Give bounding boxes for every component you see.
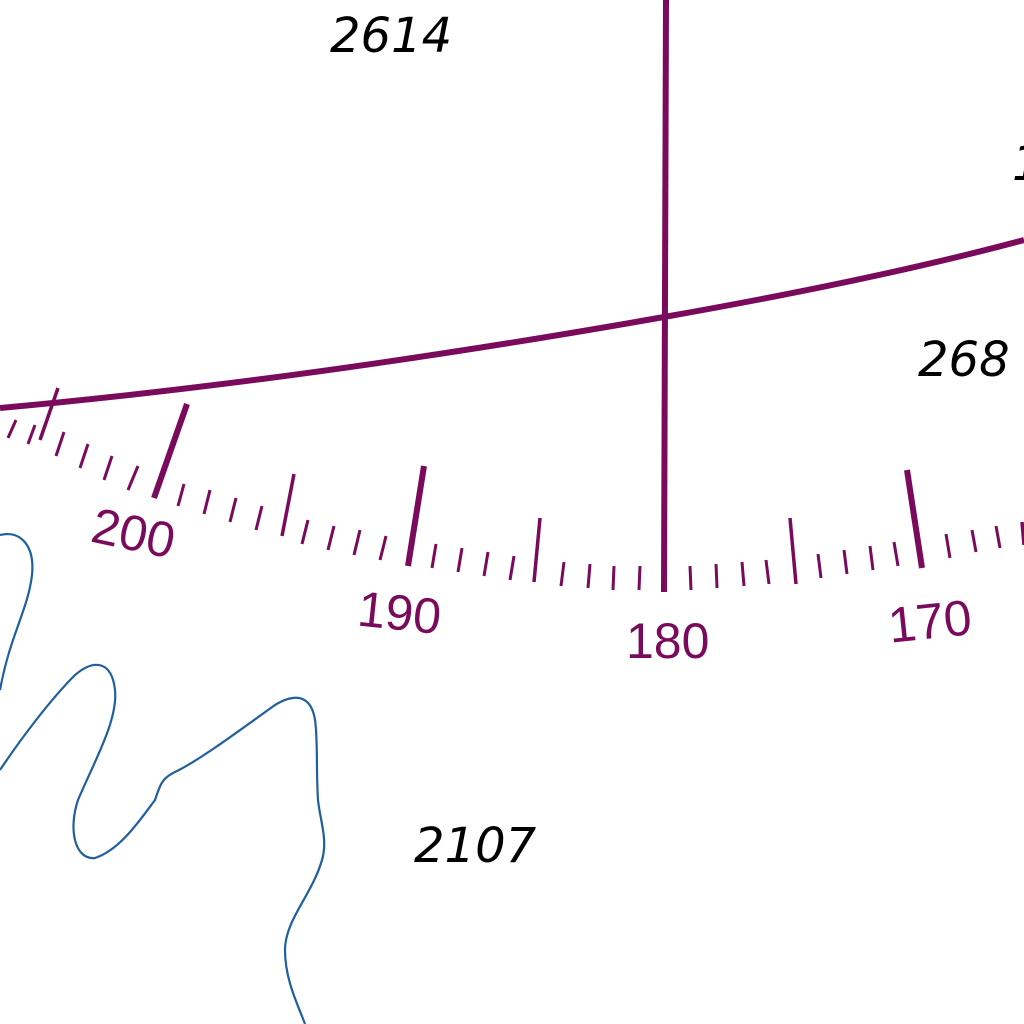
tick-minor xyxy=(892,541,900,567)
tick-minor xyxy=(740,561,746,587)
tick-minor xyxy=(559,561,566,587)
bearing-label-170: 170 xyxy=(886,589,975,653)
tick-minor xyxy=(688,565,693,591)
tick-minor xyxy=(26,424,37,445)
tick-minor xyxy=(102,455,114,481)
depth-contour-line xyxy=(0,532,326,1024)
bearing-line-180 xyxy=(661,0,669,593)
tick-minor xyxy=(714,563,719,589)
tick-minor xyxy=(6,419,18,439)
bearing-label-180: 180 xyxy=(626,613,709,669)
tick-major-200 xyxy=(151,403,190,499)
sounding-partial-right: 1 xyxy=(1012,136,1024,192)
tick-mid-195 xyxy=(280,473,296,537)
tick-minor xyxy=(970,529,978,553)
tick-minor xyxy=(816,553,823,579)
bearing-label-200: 200 xyxy=(87,497,180,569)
tick-major-190 xyxy=(405,465,427,567)
sounding-2107: 2107 xyxy=(414,818,537,874)
tick-minor xyxy=(764,559,771,585)
tick-minor xyxy=(378,535,388,561)
tick-minor xyxy=(611,565,616,591)
tick-minor xyxy=(430,543,438,569)
tick-minor xyxy=(456,547,464,573)
tick-major-170 xyxy=(904,469,925,569)
tick-mid-185 xyxy=(532,517,542,583)
tick-minor xyxy=(842,549,849,575)
tick-minor xyxy=(944,533,952,559)
tick-minor xyxy=(300,519,310,545)
tick-minor xyxy=(126,465,140,491)
tick-minor xyxy=(637,565,642,591)
tick-minor xyxy=(586,563,592,589)
tick-minor xyxy=(994,525,1002,549)
compass-ticks xyxy=(6,387,1024,591)
tick-minor xyxy=(78,443,90,469)
sounding-2614: 2614 xyxy=(330,8,452,64)
bearing-label-190: 190 xyxy=(355,581,444,645)
tick-mid-175 xyxy=(788,517,798,585)
tick-minor xyxy=(508,555,516,581)
tick-minor xyxy=(228,497,238,523)
tick-minor xyxy=(352,529,362,556)
tick-minor xyxy=(326,525,336,551)
tick-minor xyxy=(202,489,212,515)
tick-minor xyxy=(254,505,264,531)
tick-minor xyxy=(482,551,490,577)
tick-mid-205 xyxy=(38,387,60,441)
tick-minor xyxy=(868,545,875,571)
tick-minor xyxy=(54,431,66,457)
tick-minor xyxy=(176,483,186,507)
sounding-268: 268 xyxy=(918,332,1010,388)
range-arc-line xyxy=(0,237,1024,411)
